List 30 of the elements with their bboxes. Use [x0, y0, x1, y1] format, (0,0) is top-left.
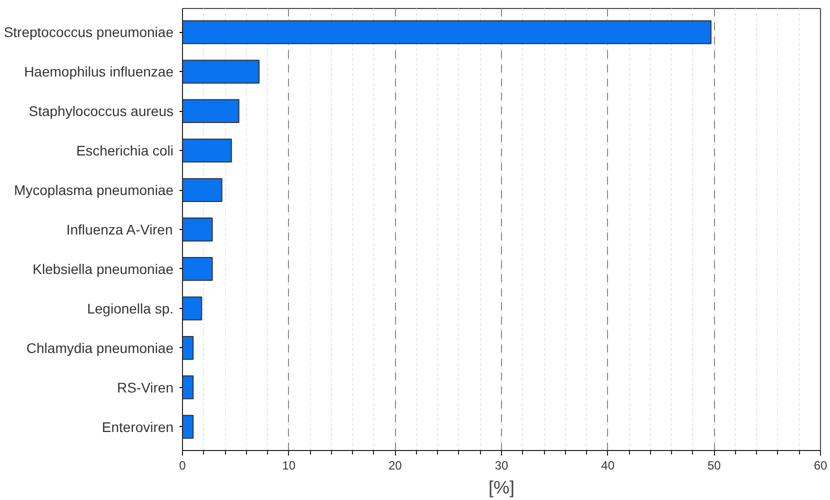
y-tick-label: Staphylococcus aureus — [28, 103, 174, 120]
x-tick-label: 20 — [388, 458, 402, 472]
bar — [182, 20, 712, 44]
y-tick-label: Escherichia coli — [76, 142, 174, 159]
y-tick-label: Enteroviren — [102, 418, 174, 435]
x-tick-label: 60 — [814, 458, 828, 472]
bar — [182, 336, 194, 360]
y-tick-label: Influenza A-Viren — [66, 222, 173, 238]
bar — [182, 178, 222, 202]
y-tick-label: Chlamydia pneumoniae — [26, 340, 174, 356]
bar — [182, 60, 260, 84]
bar — [182, 218, 213, 242]
x-tick-label: 30 — [494, 458, 508, 472]
x-tick-label: 50 — [707, 458, 722, 472]
bar — [182, 99, 240, 124]
x-tick-label: 40 — [601, 458, 615, 472]
bar — [182, 414, 194, 439]
bar — [182, 296, 202, 320]
bar — [182, 138, 232, 163]
y-tick-label: Streptococcus pneumoniae — [4, 24, 174, 40]
x-tick-label: 10 — [282, 458, 296, 472]
x-axis-title: [%] — [488, 478, 515, 498]
y-tick-label: RS-Viren — [116, 379, 174, 396]
y-tick-label: Klebsiella pneumoniae — [32, 260, 174, 277]
bar — [182, 257, 213, 281]
bar — [182, 375, 194, 400]
y-tick-label: Mycoplasma pneumoniae — [14, 182, 174, 198]
x-tick-label: 0 — [179, 458, 186, 472]
y-tick-label: Haemophilus influenzae — [24, 64, 174, 80]
y-tick-label: Legionella sp. — [87, 300, 174, 316]
